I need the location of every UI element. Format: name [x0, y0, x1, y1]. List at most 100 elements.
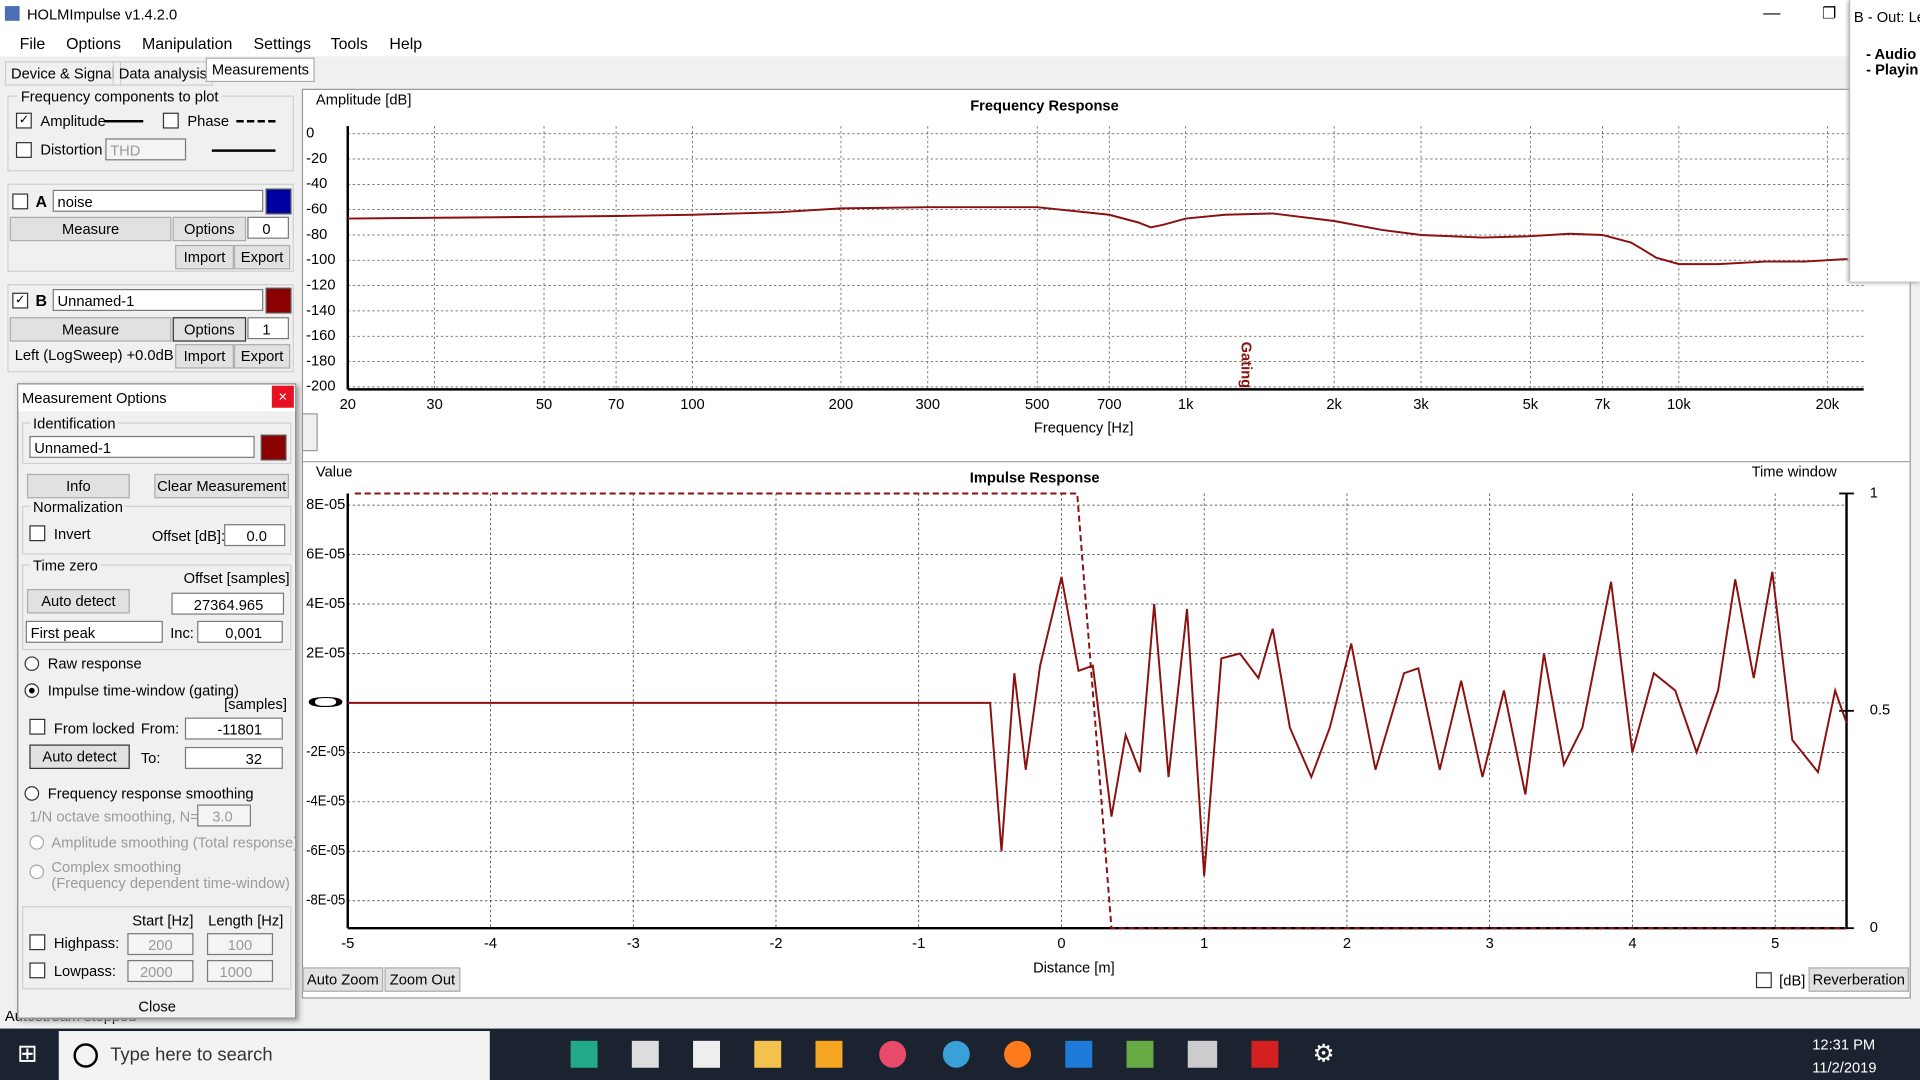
- button[interactable]: Measure: [9, 216, 172, 242]
- button[interactable]: Reverberation: [1808, 967, 1909, 992]
- chart-title: Impulse Response: [970, 471, 1100, 487]
- dropdown[interactable]: THD: [105, 138, 187, 161]
- dropdown[interactable]: Unnamed-1: [52, 288, 264, 312]
- button[interactable]: Zoom Out: [384, 967, 461, 992]
- clock-time: 12:31 PM: [1812, 1035, 1876, 1054]
- dropdown[interactable]: First peak: [25, 620, 163, 643]
- label: Distortion: [40, 140, 103, 158]
- x-tick-label: 1k: [1178, 397, 1194, 413]
- taskbar-icon[interactable]: [942, 1040, 970, 1068]
- taskbar-icon[interactable]: [570, 1040, 598, 1068]
- y2-tick-label: 0: [1870, 920, 1878, 936]
- button[interactable]: Auto detect: [26, 588, 130, 614]
- taskbar-icon[interactable]: [879, 1040, 907, 1068]
- button[interactable]: Export: [233, 244, 291, 270]
- restore[interactable]: ❐: [1822, 3, 1837, 23]
- text-field[interactable]: Unnamed-1: [29, 435, 255, 458]
- radio[interactable]: [24, 786, 40, 801]
- button[interactable]: Auto detect: [29, 744, 130, 769]
- y-tick-label: -60: [306, 202, 327, 218]
- taskbar-icon[interactable]: [1187, 1040, 1218, 1068]
- menu-item[interactable]: Options: [66, 34, 121, 53]
- checkbox[interactable]: [29, 934, 46, 951]
- color-swatch[interactable]: [260, 434, 287, 461]
- spinner[interactable]: 2000: [127, 960, 194, 983]
- spinner[interactable]: 32: [184, 746, 283, 769]
- button[interactable]: Measure: [9, 317, 172, 342]
- checkbox-checked[interactable]: ✓: [12, 292, 29, 309]
- close-x[interactable]: ×: [271, 385, 294, 408]
- spinner[interactable]: 1: [247, 317, 289, 340]
- minimize[interactable]: —: [1763, 2, 1781, 23]
- taskbar-icon[interactable]: [1004, 1040, 1032, 1068]
- y-tick-label: 8E-05: [306, 497, 345, 513]
- spinner[interactable]: 0: [247, 216, 289, 239]
- start-button[interactable]: ⊞: [17, 1040, 38, 1068]
- dialog-title-bar: [18, 384, 296, 412]
- radio[interactable]: [29, 835, 45, 850]
- label: Invert: [53, 525, 91, 543]
- checkbox[interactable]: [1755, 972, 1772, 989]
- x-tick-label: 700: [1097, 397, 1122, 413]
- radio[interactable]: [24, 656, 40, 672]
- checkbox[interactable]: [15, 142, 32, 158]
- dropdown[interactable]: noise: [52, 189, 264, 212]
- checkbox[interactable]: [29, 525, 46, 542]
- tab-active[interactable]: Measurements: [205, 57, 316, 83]
- menu-item[interactable]: Settings: [253, 34, 312, 53]
- button[interactable]: Export: [233, 344, 291, 369]
- taskbar-icon[interactable]: [815, 1040, 843, 1068]
- button[interactable]: Options: [172, 216, 247, 242]
- label: To:: [140, 749, 161, 767]
- x-tick-label: 500: [1025, 397, 1050, 413]
- checkbox-checked[interactable]: ✓: [15, 112, 32, 129]
- taskbar-icon[interactable]: [1065, 1040, 1093, 1068]
- scroll-arrows[interactable]: [301, 413, 318, 452]
- spinner[interactable]: 27364.965: [171, 592, 285, 615]
- button[interactable]: Options: [172, 317, 247, 342]
- spinner[interactable]: 3.0: [197, 804, 252, 827]
- spinner[interactable]: -11801: [184, 717, 283, 740]
- checkbox[interactable]: [29, 718, 46, 735]
- search-placeholder[interactable]: Type here to search: [110, 1044, 273, 1066]
- taskbar-icon[interactable]: [1251, 1040, 1279, 1068]
- taskbar-icon[interactable]: ⚙: [1312, 1040, 1335, 1068]
- button[interactable]: Import: [175, 344, 234, 369]
- label: Impulse time-window (gating): [47, 682, 239, 700]
- checkbox[interactable]: [29, 962, 46, 979]
- tab[interactable]: Device & Signal: [4, 61, 121, 86]
- spinner[interactable]: 100: [206, 933, 274, 956]
- y-tick-label: -100: [306, 252, 335, 268]
- channel-b-group: [7, 284, 294, 373]
- color-swatch[interactable]: [265, 287, 292, 314]
- close-button[interactable]: Close: [138, 997, 176, 1016]
- spinner[interactable]: 0.0: [224, 524, 286, 547]
- y-tick-label: -8E-05: [306, 893, 345, 909]
- radio[interactable]: [29, 864, 45, 880]
- spinner[interactable]: 1000: [206, 960, 274, 983]
- taskbar-icon[interactable]: [1126, 1040, 1154, 1068]
- menu-item[interactable]: Tools: [330, 34, 368, 53]
- search-box[interactable]: [58, 1031, 490, 1080]
- spinner[interactable]: 0,001: [197, 620, 283, 643]
- checkbox[interactable]: [12, 193, 29, 210]
- spinner[interactable]: 200: [127, 933, 194, 956]
- group-title: Frequency components to plot: [17, 88, 223, 106]
- x-tick-label: 100: [680, 397, 705, 413]
- taskbar-icon[interactable]: [631, 1040, 659, 1068]
- button[interactable]: Info: [26, 473, 130, 499]
- button[interactable]: Import: [175, 244, 234, 270]
- channel-label: B: [35, 291, 48, 310]
- checkbox[interactable]: [162, 112, 179, 129]
- menu-item[interactable]: File: [19, 34, 46, 53]
- button[interactable]: Auto Zoom: [302, 967, 384, 992]
- color-swatch[interactable]: [265, 188, 292, 215]
- menu-item[interactable]: Manipulation: [142, 34, 233, 53]
- line-sample: [104, 120, 144, 123]
- button[interactable]: Clear Measurement: [154, 473, 289, 499]
- radio-selected[interactable]: [24, 683, 40, 698]
- taskbar-icon[interactable]: [693, 1040, 721, 1068]
- y-tick-label: -160: [306, 328, 335, 344]
- menu-item[interactable]: Help: [389, 34, 423, 53]
- taskbar-icon[interactable]: [754, 1040, 782, 1068]
